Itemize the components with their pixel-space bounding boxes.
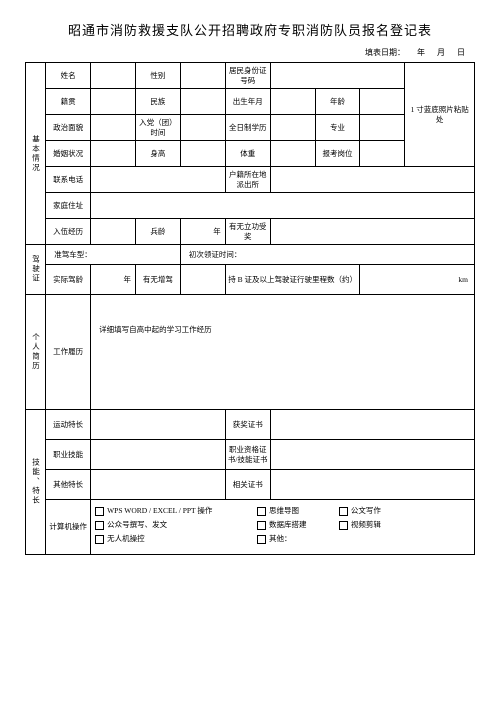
field-height[interactable] — [180, 141, 225, 167]
field-resume[interactable]: 详细填写自高中起的学习工作经历 — [91, 295, 475, 410]
field-native[interactable] — [91, 89, 136, 115]
label-edu: 全日制学历 — [225, 115, 270, 141]
section-skills: 技能、特长 — [26, 410, 46, 555]
field-position[interactable] — [360, 141, 405, 167]
field-birth[interactable] — [270, 89, 315, 115]
label-birth: 出生年月 — [225, 89, 270, 115]
field-armytype[interactable]: 年 — [180, 219, 225, 245]
checkbox-drone[interactable]: 无人机操控 — [95, 534, 245, 544]
field-realage[interactable]: 年 — [91, 265, 136, 295]
field-pro[interactable] — [91, 440, 226, 470]
computer-options: WPS WORD / EXCEL / PPT 操作 思维导图 公文写作 公众号撰… — [91, 500, 475, 555]
label-marriage: 婚姻状况 — [46, 141, 91, 167]
field-mileage[interactable]: km — [360, 265, 475, 295]
year-unit: 年 — [417, 48, 425, 57]
label-pro: 职业技能 — [46, 440, 91, 470]
label-merit: 有无立功受奖 — [225, 219, 270, 245]
label-mileage: 持 B 证及以上驾驶证行驶里程数（约） — [225, 265, 360, 295]
day-unit: 日 — [457, 48, 465, 57]
checkbox-other[interactable]: 其他： — [257, 534, 292, 544]
label-addr: 家庭住址 — [46, 193, 91, 219]
field-othercert[interactable] — [270, 470, 474, 500]
label-computer: 计算机操作 — [46, 500, 91, 555]
label-hukou: 户籍所在地派出所 — [225, 167, 270, 193]
section-basic: 基本情况 — [26, 63, 46, 245]
registration-table: 基本情况 姓名 性别 居民身份证号码 1 寸蓝底照片粘贴处 籍贯 民族 出生年月… — [25, 62, 475, 555]
field-sport[interactable] — [91, 410, 226, 440]
label-phone: 联系电话 — [46, 167, 91, 193]
label-realage: 实际驾龄 — [46, 265, 91, 295]
field-marriage[interactable] — [91, 141, 136, 167]
label-other: 其他特长 — [46, 470, 91, 500]
fill-date-line: 填表日期： 年 月 日 — [25, 47, 475, 58]
label-army: 入伍经历 — [46, 219, 91, 245]
field-procert[interactable] — [270, 440, 474, 470]
label-sportcert: 获奖证书 — [225, 410, 270, 440]
field-edu[interactable] — [270, 115, 315, 141]
label-ethnic: 民族 — [135, 89, 180, 115]
checkbox-writing[interactable]: 公文写作 — [339, 506, 381, 516]
field-name[interactable] — [91, 63, 136, 89]
checkbox-db[interactable]: 数据库搭建 — [257, 520, 327, 530]
checkbox-wechat[interactable]: 公众号撰写、发文 — [95, 520, 245, 530]
field-phone[interactable] — [91, 167, 226, 193]
field-age[interactable] — [360, 89, 405, 115]
field-addr[interactable] — [91, 193, 475, 219]
label-sport: 运动特长 — [46, 410, 91, 440]
field-ethnic[interactable] — [180, 89, 225, 115]
label-position: 报考岗位 — [315, 141, 360, 167]
date-label: 填表日期： — [365, 48, 405, 57]
label-native: 籍贯 — [46, 89, 91, 115]
label-procert: 职业资格证书/技能证书 — [225, 440, 270, 470]
field-politics[interactable] — [91, 115, 136, 141]
field-army[interactable] — [91, 219, 136, 245]
field-id[interactable] — [270, 63, 405, 89]
label-age: 年龄 — [315, 89, 360, 115]
field-other[interactable] — [91, 470, 226, 500]
field-merit[interactable] — [270, 219, 474, 245]
photo-box: 1 寸蓝底照片粘贴处 — [405, 63, 475, 167]
field-gender[interactable] — [180, 63, 225, 89]
field-party[interactable] — [180, 115, 225, 141]
label-party: 入党（团）时间 — [135, 115, 180, 141]
form-title: 昭通市消防救援支队公开招聘政府专职消防队员报名登记表 — [25, 20, 475, 39]
label-height: 身高 — [135, 141, 180, 167]
label-name: 姓名 — [46, 63, 91, 89]
label-politics: 政治面貌 — [46, 115, 91, 141]
label-id: 居民身份证号码 — [225, 63, 270, 89]
field-major[interactable] — [360, 115, 405, 141]
month-unit: 月 — [437, 48, 445, 57]
section-resume: 个人简历 — [26, 295, 46, 410]
field-sportcert[interactable] — [270, 410, 474, 440]
field-extra[interactable] — [180, 265, 225, 295]
label-armytype: 兵龄 — [135, 219, 180, 245]
checkbox-mindmap[interactable]: 思维导图 — [257, 506, 327, 516]
field-hukou[interactable] — [270, 167, 474, 193]
label-weight: 体重 — [225, 141, 270, 167]
label-othercert: 相关证书 — [225, 470, 270, 500]
section-license: 驾驶证 — [26, 245, 46, 295]
label-work: 工作履历 — [46, 295, 91, 410]
label-gender: 性别 — [135, 63, 180, 89]
label-licfirst: 初次领证时间： — [180, 245, 474, 265]
label-major: 专业 — [315, 115, 360, 141]
checkbox-video[interactable]: 视频剪辑 — [339, 520, 381, 530]
field-weight[interactable] — [270, 141, 315, 167]
label-extra: 有无增驾 — [135, 265, 180, 295]
checkbox-wps[interactable]: WPS WORD / EXCEL / PPT 操作 — [95, 506, 245, 516]
label-lictype: 准驾车型： — [46, 245, 181, 265]
